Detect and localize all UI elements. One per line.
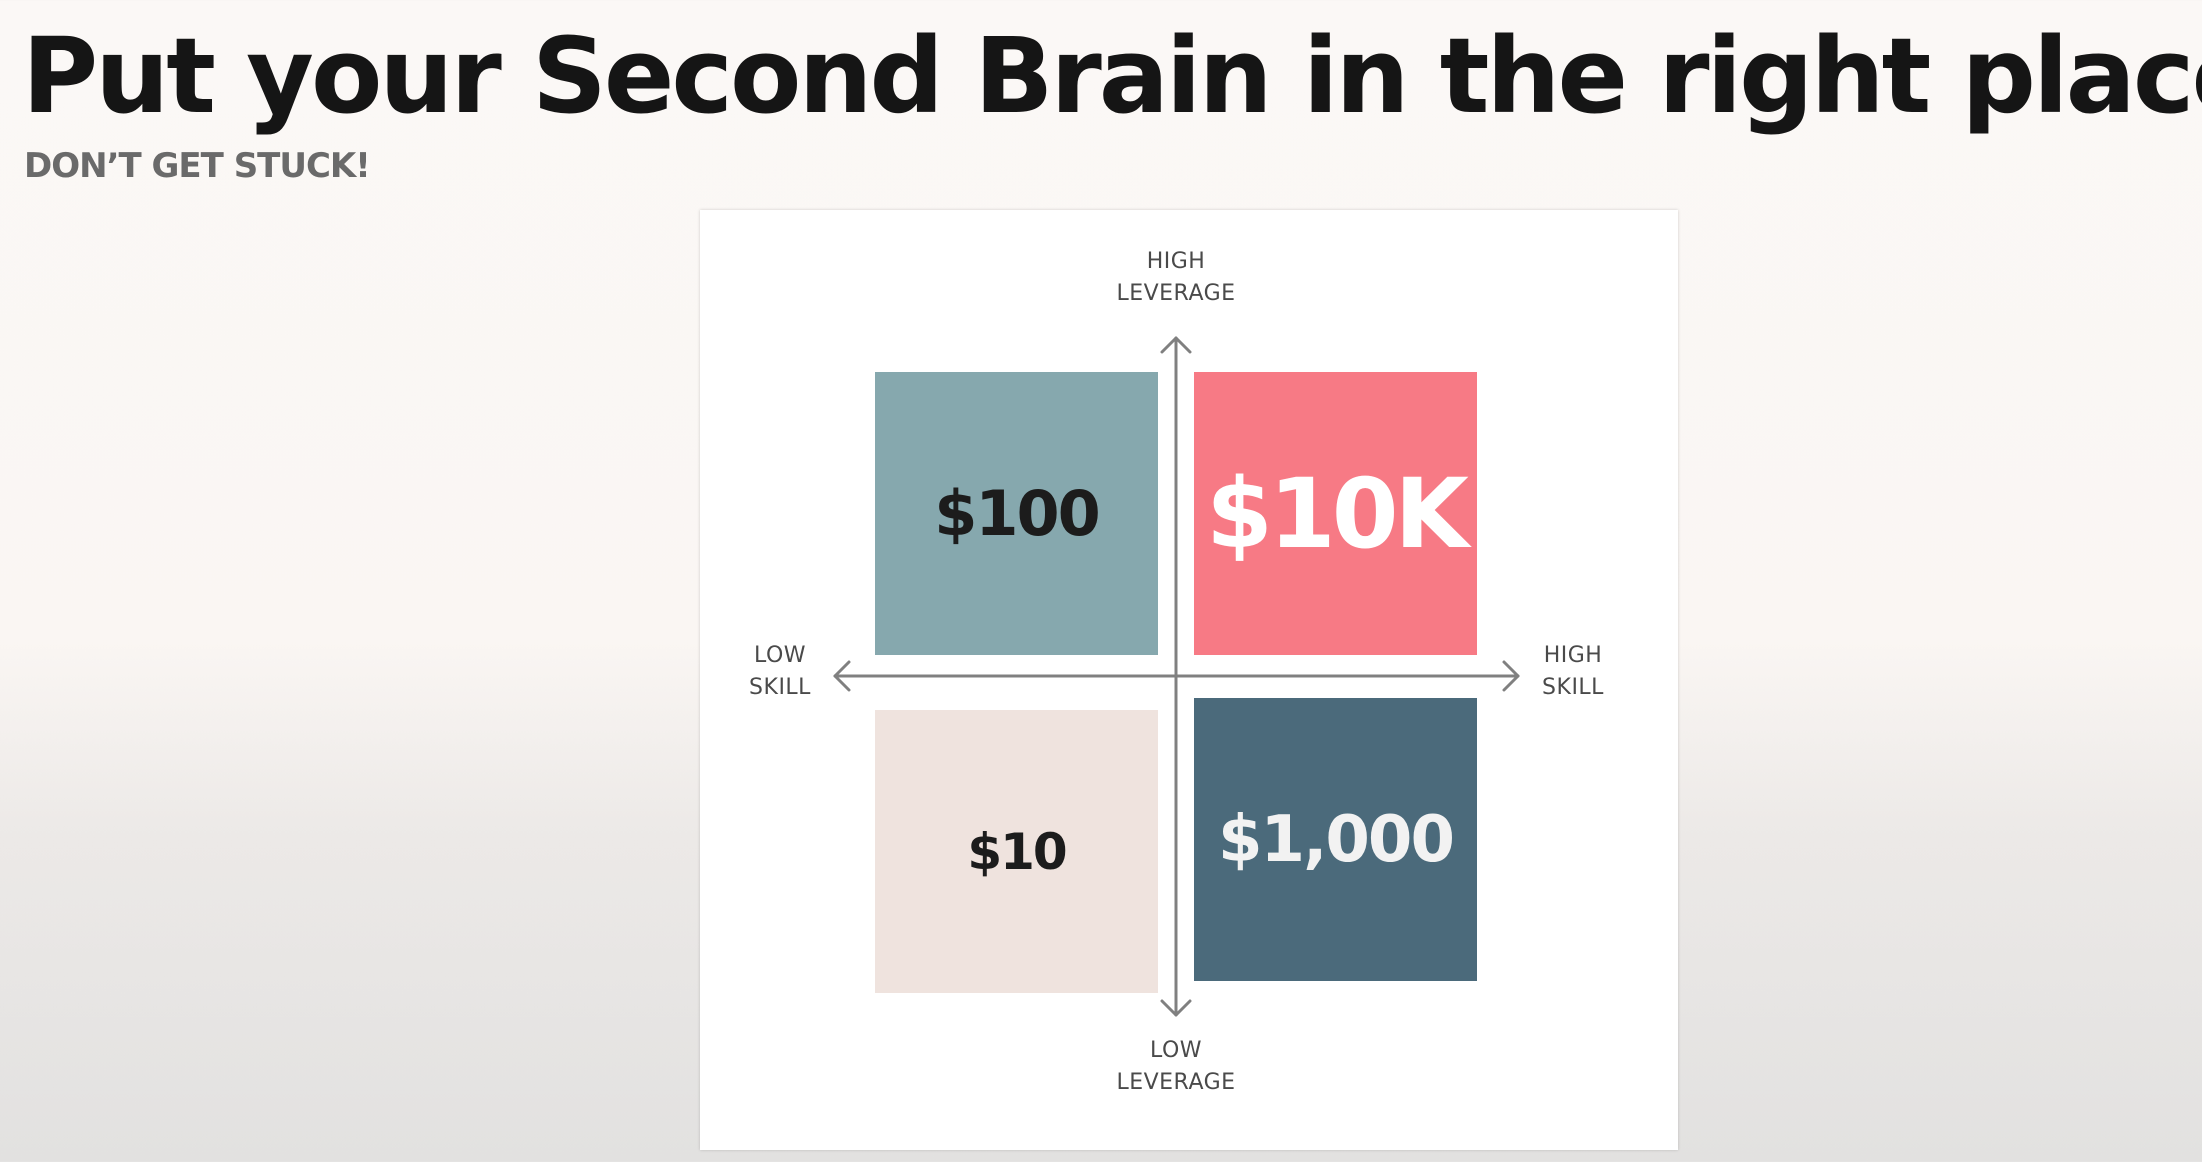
quadrant-value-label: $100 <box>934 477 1101 550</box>
axis-label-low-skill: LOW SKILL <box>749 643 811 700</box>
quadrant-value-label: $10K <box>1206 457 1469 570</box>
quadrant-value-label: $1,000 <box>1218 802 1455 877</box>
axis-label-high-leverage: HIGH LEVERAGE <box>1116 249 1236 306</box>
right-arrowhead <box>1502 660 1520 692</box>
quadrant-low-skill-low-leverage: $10 <box>875 710 1158 993</box>
up-arrowhead <box>1160 336 1192 354</box>
axes <box>833 336 1520 1017</box>
quadrant-value-label: $10 <box>967 822 1067 881</box>
page-subtitle: DON’T GET STUCK! <box>24 146 371 186</box>
quadrant-diagram: HIGH LEVERAGE LOW LEVERAGE LOW SKILL HIG… <box>700 210 1678 1150</box>
quadrant-high-skill-high-leverage: $10K <box>1194 372 1477 655</box>
page-title: Put your Second Brain in the right place <box>22 15 2202 137</box>
axis-label-high-skill: HIGH SKILL <box>1542 643 1604 700</box>
axis-label-low-leverage: LOW LEVERAGE <box>1116 1038 1236 1095</box>
quadrant-low-skill-high-leverage: $100 <box>875 372 1158 655</box>
quadrant-high-skill-low-leverage: $1,000 <box>1194 698 1477 981</box>
down-arrowhead <box>1160 999 1192 1017</box>
left-arrowhead <box>833 660 851 692</box>
